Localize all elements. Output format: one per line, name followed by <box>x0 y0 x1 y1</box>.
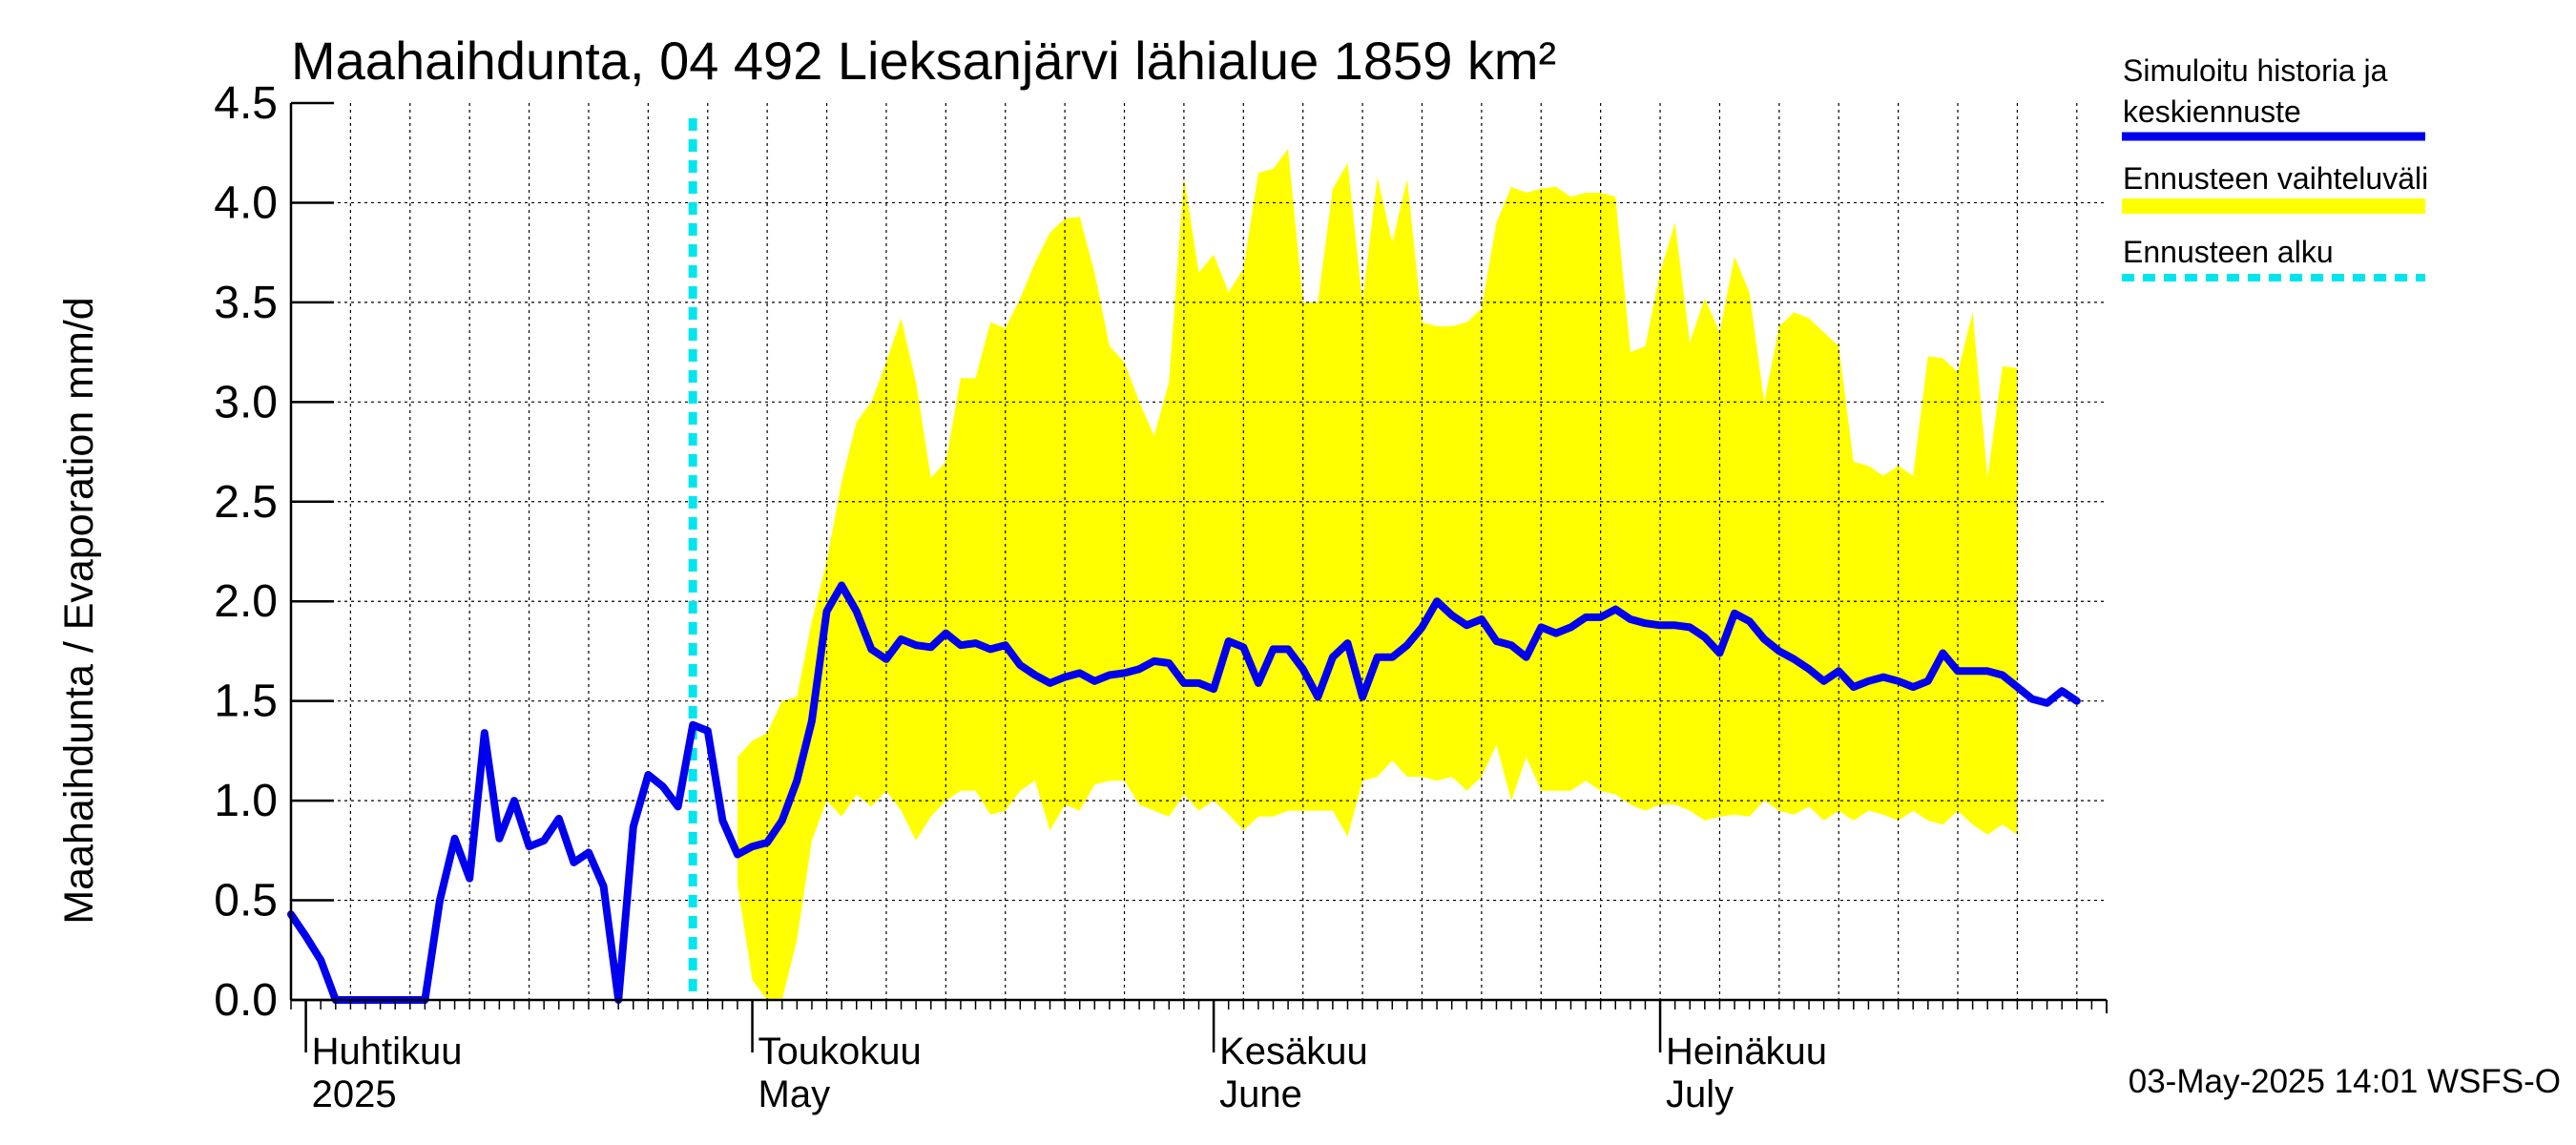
month-label-en: May <box>758 1073 831 1115</box>
legend: Simuloitu historia ja keskiennuste Ennuste… <box>2122 53 2428 281</box>
y-tick-label: 3.0 <box>214 377 278 427</box>
forecast-range-area <box>737 149 2018 1000</box>
month-label-en: 2025 <box>312 1073 397 1115</box>
y-tick-label: 0.5 <box>214 876 278 926</box>
month-label-fi: Heinäkuu <box>1666 1030 1827 1072</box>
y-tick-label: 1.0 <box>214 776 278 826</box>
y-axis-label: Maahaihdunta / Evaporation mm/d <box>56 297 102 924</box>
simulated-line <box>287 581 2081 1004</box>
legend-label-range: Ennusteen vaihteluväli <box>2123 161 2428 196</box>
y-tick-label: 0.0 <box>214 975 278 1026</box>
grid <box>291 103 2107 1000</box>
y-tick-label: 4.5 <box>214 78 278 129</box>
axes: 0.0 0.5 1.0 1.5 2.0 2.5 3.0 3.5 4.0 4.5 Huhtikuu20… <box>214 78 2108 1115</box>
forecast-range-band <box>737 149 2018 1000</box>
month-label-en: June <box>1219 1073 1302 1115</box>
y-tick-label: 2.0 <box>214 576 278 627</box>
y-tick-label: 2.5 <box>214 477 278 528</box>
y-tick-label: 3.5 <box>214 278 278 328</box>
legend-label-history: Simuloitu historia ja <box>2123 53 2388 88</box>
legend-label-history: keskiennuste <box>2123 94 2301 129</box>
footer-timestamp: 03-May-2025 14:01 WSFS-O <box>2129 1063 2561 1100</box>
month-label-fi: Kesäkuu <box>1219 1030 1368 1072</box>
y-tick-label: 4.0 <box>214 177 278 228</box>
simulated-history-line <box>287 581 2081 1004</box>
legend-label-forecast-start: Ennusteen alku <box>2123 235 2334 269</box>
month-label-fi: Huhtikuu <box>312 1030 463 1072</box>
month-label-fi: Toukokuu <box>758 1030 922 1072</box>
chart-title: Maahaihdunta, 04 492 Lieksanjärvi lähial… <box>291 31 1556 91</box>
y-tick-label: 1.5 <box>214 677 278 727</box>
month-label-en: July <box>1666 1073 1734 1115</box>
